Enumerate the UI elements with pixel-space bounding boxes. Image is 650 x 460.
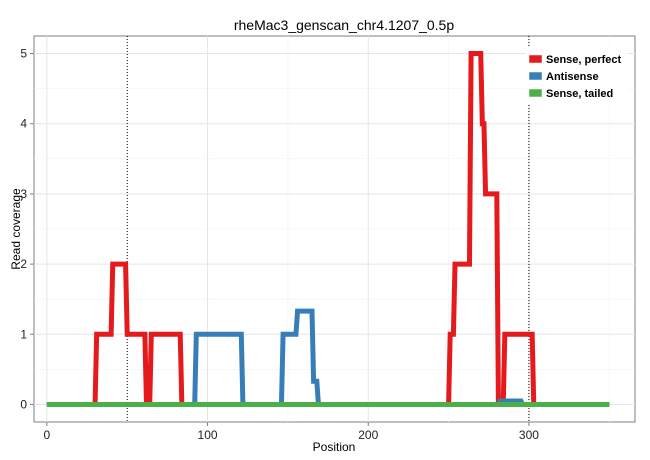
legend-label: Sense, tailed bbox=[546, 88, 613, 100]
series-line bbox=[46, 308, 610, 407]
y-tick-label: 5 bbox=[20, 47, 27, 61]
legend-swatch bbox=[528, 71, 543, 81]
legend: Sense, perfect Antisense Sense, tailed bbox=[526, 47, 628, 104]
legend-swatch bbox=[528, 54, 543, 64]
series-group bbox=[46, 51, 610, 407]
y-axis-label: Read coverage bbox=[9, 188, 23, 270]
y-tick-label: 0 bbox=[20, 397, 27, 411]
y-axis-ticks: 0 1 2 3 4 5 bbox=[20, 47, 34, 411]
reference-lines bbox=[126, 36, 530, 422]
x-axis-label: Position bbox=[313, 440, 356, 454]
legend-label: Sense, perfect bbox=[546, 54, 622, 66]
y-tick-label: 4 bbox=[20, 117, 27, 131]
legend-background bbox=[526, 47, 628, 104]
y-tick-label: 3 bbox=[20, 187, 27, 201]
x-tick-label: 300 bbox=[519, 428, 539, 442]
chart-title: rheMac3_genscan_chr4.1207_0.5p bbox=[234, 17, 454, 33]
legend-label: Antisense bbox=[546, 71, 599, 83]
y-tick-label: 1 bbox=[20, 327, 27, 341]
legend-swatch bbox=[528, 88, 543, 98]
y-tick-label: 2 bbox=[20, 257, 27, 271]
x-tick-label: 100 bbox=[198, 428, 218, 442]
x-tick-label: 200 bbox=[358, 428, 378, 442]
x-axis-ticks: 0 100 200 300 bbox=[44, 422, 539, 442]
x-tick-label: 0 bbox=[44, 428, 51, 442]
